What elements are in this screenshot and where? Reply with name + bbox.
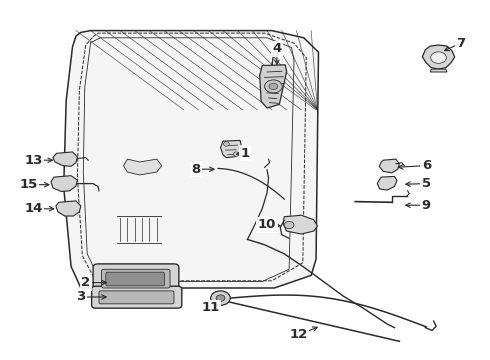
Text: 13: 13 — [24, 154, 43, 167]
Polygon shape — [220, 140, 241, 158]
FancyBboxPatch shape — [99, 291, 174, 304]
Text: 5: 5 — [422, 177, 431, 190]
FancyBboxPatch shape — [106, 272, 165, 286]
Circle shape — [233, 152, 239, 156]
Text: 7: 7 — [456, 37, 465, 50]
Polygon shape — [422, 45, 455, 69]
Circle shape — [211, 291, 230, 305]
Text: 1: 1 — [241, 147, 249, 159]
FancyBboxPatch shape — [92, 286, 182, 308]
Polygon shape — [260, 65, 287, 108]
Text: 14: 14 — [24, 202, 43, 215]
Text: 11: 11 — [201, 301, 220, 314]
Polygon shape — [56, 201, 81, 216]
Text: 4: 4 — [272, 42, 281, 55]
Text: 15: 15 — [19, 178, 38, 191]
Circle shape — [431, 52, 446, 63]
Text: 3: 3 — [76, 291, 85, 303]
Polygon shape — [53, 152, 77, 166]
Circle shape — [216, 295, 225, 301]
Text: 6: 6 — [422, 159, 431, 172]
Polygon shape — [123, 159, 162, 175]
Polygon shape — [64, 31, 318, 288]
Polygon shape — [430, 69, 447, 72]
Text: 9: 9 — [422, 199, 431, 212]
Polygon shape — [51, 176, 77, 192]
Text: 12: 12 — [290, 328, 308, 341]
Circle shape — [223, 142, 229, 146]
Text: 10: 10 — [258, 219, 276, 231]
Text: 2: 2 — [81, 276, 90, 289]
Polygon shape — [283, 215, 318, 234]
Polygon shape — [379, 159, 399, 173]
Circle shape — [265, 80, 282, 93]
FancyBboxPatch shape — [101, 269, 170, 288]
Circle shape — [269, 83, 278, 90]
Circle shape — [284, 221, 294, 229]
Text: 8: 8 — [192, 163, 200, 176]
Polygon shape — [377, 176, 397, 190]
FancyBboxPatch shape — [93, 264, 179, 293]
